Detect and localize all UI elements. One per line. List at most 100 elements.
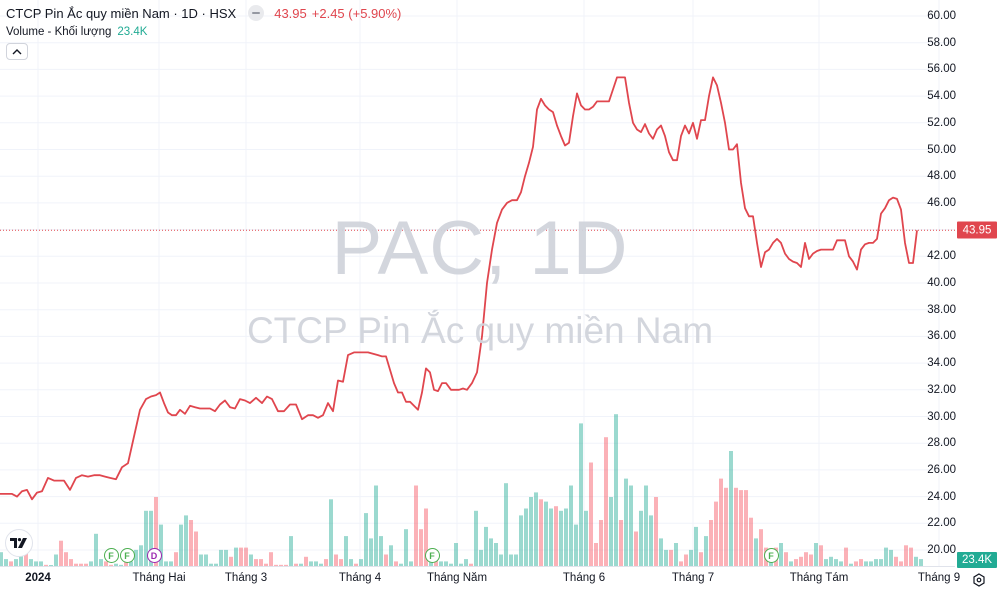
volume-bar <box>194 531 198 566</box>
volume-bar <box>69 559 73 566</box>
volume-bar <box>314 561 318 566</box>
volume-bar <box>324 559 328 566</box>
volume-bar <box>154 497 158 566</box>
volume-bar <box>224 549 228 566</box>
volume-bar <box>529 497 533 566</box>
volume-bar <box>389 545 393 566</box>
volume-bar <box>284 564 288 566</box>
volume-bar <box>899 561 903 566</box>
tradingview-logo[interactable] <box>5 529 33 557</box>
volume-bar <box>514 554 518 566</box>
volume-bar <box>304 556 308 566</box>
volume-bar <box>129 561 133 566</box>
volume-bar <box>844 547 848 566</box>
volume-bar <box>729 451 733 566</box>
main-series-legend[interactable]: CTCP Pin Ắc quy miền Nam · 1D · HSX 43.9… <box>6 4 406 22</box>
price-line-series <box>0 76 918 501</box>
volume-bar <box>589 462 593 566</box>
financials-event-icon[interactable]: F <box>763 548 779 563</box>
volume-bar <box>449 563 453 566</box>
volume-bar <box>14 559 18 566</box>
collapse-legend-button[interactable] <box>6 43 28 60</box>
hide-series-icon[interactable] <box>248 5 265 21</box>
volume-bar <box>794 559 798 566</box>
financials-event-icon[interactable]: F <box>119 548 135 563</box>
volume-bar <box>559 510 563 566</box>
volume-bar <box>549 508 553 566</box>
volume-title[interactable]: Volume - Khối lượng <box>6 26 112 38</box>
price-axis-label: 22.00 <box>927 517 956 530</box>
time-axis-label: Tháng 4 <box>338 572 382 584</box>
price-axis-label: 40.00 <box>927 277 956 289</box>
price-axis-label: 42.00 <box>927 250 956 263</box>
volume-bar <box>459 563 463 566</box>
price-axis-label: 30.00 <box>927 410 956 423</box>
volume-bar <box>119 564 123 566</box>
volume-bar <box>399 563 403 566</box>
volume-bar <box>444 561 448 566</box>
volume-bar <box>264 563 268 566</box>
volume-bar <box>244 547 248 566</box>
volume-bar <box>309 561 313 566</box>
volume-bar <box>109 564 113 566</box>
volume-bar <box>614 414 618 566</box>
price-axis-label: 20.00 <box>927 544 956 556</box>
volume-bar <box>504 483 508 566</box>
volume-bar <box>334 554 338 566</box>
volume-bar <box>54 554 58 566</box>
volume-bar <box>759 529 763 566</box>
financials-event-icon[interactable]: F <box>424 548 440 563</box>
volume-bar <box>329 499 333 566</box>
volume-bar <box>864 561 868 566</box>
volume-bar <box>9 561 13 566</box>
volume-bar <box>474 510 478 566</box>
volume-bar <box>889 549 893 566</box>
volume-bar <box>649 515 653 566</box>
volume-bar <box>124 561 128 566</box>
price-axis-label: 54.00 <box>927 90 956 103</box>
volume-bar <box>679 561 683 566</box>
price-axis-label: 34.00 <box>927 357 956 370</box>
volume-bar <box>269 552 273 566</box>
settings-gear-icon[interactable] <box>972 573 986 587</box>
volume-bar <box>29 559 33 566</box>
volume-bar <box>94 533 98 566</box>
volume-bar <box>74 563 78 566</box>
volume-bar <box>404 529 408 566</box>
volume-bar <box>624 478 628 566</box>
dividend-event-icon[interactable]: D <box>146 548 162 563</box>
volume-bar <box>659 538 663 566</box>
financials-event-icon[interactable]: F <box>103 548 119 563</box>
volume-bar <box>814 543 818 566</box>
volume-bar <box>259 559 263 566</box>
volume-bar <box>239 547 243 566</box>
volume-bar <box>689 549 693 566</box>
volume-bar <box>619 520 623 566</box>
volume-bar <box>144 510 148 566</box>
volume-bar <box>854 561 858 566</box>
volume-bar <box>664 549 668 566</box>
volume-bar <box>114 563 118 566</box>
volume-bar <box>344 536 348 566</box>
time-axis-label: Tháng Năm <box>426 572 488 584</box>
volume-bar <box>799 556 803 566</box>
volume-bar <box>349 559 353 566</box>
volume-bar <box>0 552 3 566</box>
series-title[interactable]: CTCP Pin Ắc quy miền Nam · 1D · HSX <box>6 5 237 21</box>
volume-bar <box>379 536 383 566</box>
volume-bar <box>524 508 528 566</box>
price-axis-label: 52.00 <box>927 116 956 129</box>
volume-bar <box>779 543 783 566</box>
volume-bar <box>484 526 488 566</box>
volume-bar <box>289 536 293 566</box>
volume-bar <box>179 524 183 566</box>
volume-bar <box>369 538 373 566</box>
volume-bar <box>654 497 658 566</box>
volume-bar <box>639 510 643 566</box>
price-axis-label: 56.00 <box>927 63 956 76</box>
volume-bar <box>139 545 143 566</box>
volume-legend[interactable]: Volume - Khối lượng 23.4K <box>6 24 147 40</box>
volume-bar <box>894 556 898 566</box>
volume-bar <box>359 559 363 566</box>
